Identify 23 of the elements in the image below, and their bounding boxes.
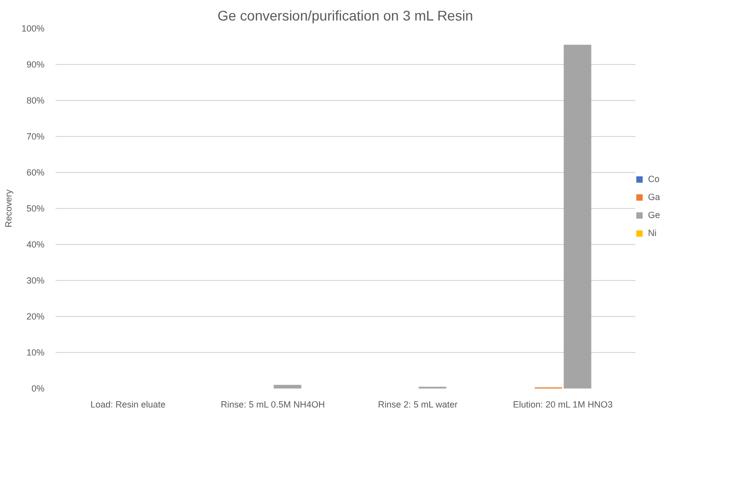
y-tick-label: 50%: [26, 204, 44, 214]
y-tick-label: 90%: [26, 60, 44, 70]
chart-title: Ge conversion/purification on 3 mL Resin: [217, 8, 473, 24]
legend-label: Co: [648, 174, 661, 184]
y-tick-label: 0%: [31, 384, 45, 394]
x-tick-label: Load: Resin eluate: [90, 400, 166, 410]
y-tick-label: 60%: [26, 168, 44, 178]
y-tick-label: 20%: [26, 312, 44, 322]
y-tick-label: 100%: [21, 24, 45, 34]
legend-label: Ni: [648, 228, 658, 238]
y-tick-label: 10%: [26, 348, 44, 358]
bar: [564, 44, 592, 388]
y-tick-label: 40%: [26, 240, 44, 250]
y-tick-label: 80%: [26, 96, 44, 106]
legend-label: Ge: [648, 210, 662, 220]
x-tick-label: Rinse: 5 mL 0.5M NH4OH: [220, 400, 325, 410]
y-tick-label: 70%: [26, 132, 44, 142]
y-axis-title: Recovery: [3, 188, 14, 228]
legend-label: Ga: [648, 192, 662, 202]
bar: [274, 384, 302, 388]
x-tick-label: Rinse 2: 5 mL water: [378, 400, 458, 410]
y-tick-label: 30%: [26, 276, 44, 286]
x-tick-label: Elution: 20 mL 1M HNO3: [512, 400, 613, 410]
